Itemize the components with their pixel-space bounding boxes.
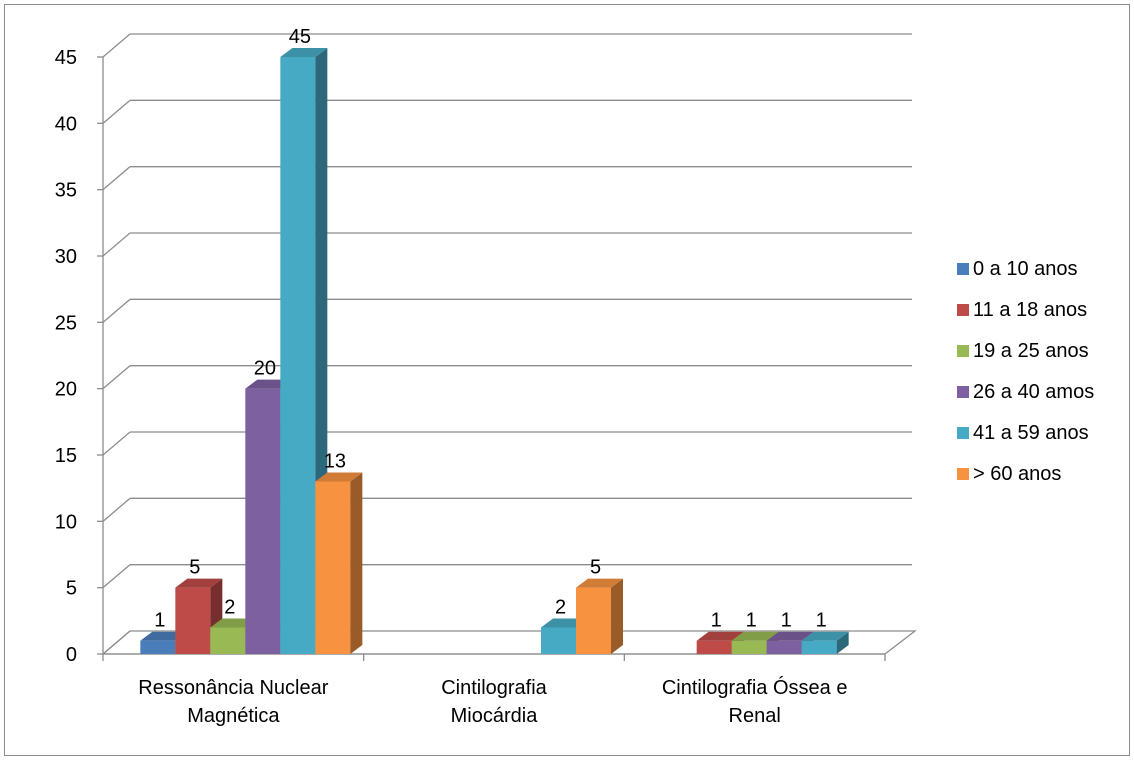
legend-item: 26 a 40 amos [957, 381, 1094, 403]
data-label: 2 [224, 596, 235, 618]
legend-item: 19 a 25 anos [957, 340, 1089, 362]
gridline-side [102, 232, 131, 257]
legend-swatch [957, 345, 969, 357]
bar-top [801, 631, 849, 641]
gridline-side [102, 298, 131, 323]
legend-swatch [957, 468, 969, 480]
data-label: 1 [711, 610, 722, 632]
gridline-side [102, 497, 131, 522]
data-label: 5 [590, 557, 601, 579]
x-category-label-line: Renal [729, 705, 781, 727]
legend-item: 11 a 18 anos [957, 299, 1087, 321]
gridline-side [102, 431, 131, 456]
legend-label: 19 a 25 anos [973, 340, 1089, 362]
gridline-side [102, 564, 131, 589]
legend-label: > 60 anos [973, 463, 1061, 485]
bar-front [766, 640, 802, 654]
bar-top [766, 631, 814, 641]
bar [801, 631, 849, 654]
legend-swatch [957, 427, 969, 439]
bar-front [315, 481, 351, 654]
bar-front [245, 388, 281, 654]
y-tick-label: 30 [55, 246, 77, 268]
y-tick-label: 20 [55, 379, 77, 401]
gridline-side [102, 166, 131, 191]
bar-top [280, 48, 328, 57]
bar-front [175, 587, 211, 654]
gridline-side [102, 365, 131, 390]
bar-front [731, 640, 767, 654]
data-label: 1 [781, 610, 792, 632]
legend-item: 0 a 10 anos [957, 258, 1078, 280]
y-tick-label: 15 [55, 445, 77, 467]
legend-label: 26 a 40 amos [973, 381, 1094, 403]
chart-frame [4, 4, 1130, 756]
chart-walls [101, 33, 917, 655]
bar-top [315, 472, 363, 482]
gridline-side [102, 33, 131, 58]
bar [731, 631, 779, 654]
bar-front [696, 640, 732, 654]
legend-swatch [957, 304, 969, 316]
bar-side [836, 631, 849, 654]
legend: 0 a 10 anos 11 a 18 anos 19 a 25 anos 26 a … [957, 258, 1094, 485]
bar-top [175, 578, 223, 588]
y-tick-label: 35 [55, 180, 77, 202]
y-tick-label: 0 [66, 644, 77, 666]
bar [315, 472, 363, 654]
bar-top [696, 631, 744, 641]
x-category-label-line: Magnética [187, 705, 280, 727]
data-label: 1 [154, 610, 165, 632]
x-category-label-line: Cintilografia [441, 677, 547, 699]
legend-item: > 60 anos [957, 463, 1061, 485]
bar-front [541, 627, 576, 654]
data-label: 2 [555, 596, 566, 618]
data-label: 45 [289, 26, 311, 48]
bar-side [350, 472, 363, 654]
bar-top [731, 631, 779, 641]
bar-side [611, 578, 623, 654]
bar [576, 578, 623, 654]
data-label: 13 [324, 451, 346, 473]
x-category-label: Cintilografia Miocárdia [441, 677, 547, 727]
bars [140, 48, 849, 654]
bar-front [801, 640, 837, 654]
bar-front [280, 57, 316, 654]
data-label: 1 [746, 610, 757, 632]
legend-label: 0 a 10 anos [973, 258, 1078, 280]
legend-item: 41 a 59 anos [957, 422, 1089, 444]
y-tick-label: 25 [55, 312, 77, 334]
data-labels: 1 5 2 20 45 13 2 5 1 1 1 1 [154, 26, 826, 632]
bar-top [576, 578, 623, 588]
x-category-label: Cintilografia Óssea e Renal [662, 676, 848, 727]
bar [175, 578, 223, 654]
x-category-label-line: Cintilografia Óssea e [662, 676, 848, 699]
bar-front [576, 587, 611, 654]
x-category-label-line: Miocárdia [451, 705, 539, 727]
bar-front [210, 627, 246, 654]
y-tick-label: 5 [66, 578, 77, 600]
y-axis: 0 5 10 15 20 25 30 35 40 45 [55, 47, 104, 666]
x-axis: Ressonância Nuclear Magnética Cintilografi… [102, 653, 886, 727]
x-category-label-line: Ressonância Nuclear [138, 677, 328, 699]
legend-swatch [957, 263, 969, 275]
legend-label: 11 a 18 anos [973, 299, 1087, 321]
data-label: 20 [254, 358, 276, 380]
y-tick-label: 10 [55, 511, 77, 533]
legend-swatch [957, 386, 969, 398]
y-tick-label: 40 [55, 113, 77, 135]
data-label: 1 [816, 610, 827, 632]
y-tick-label: 45 [55, 47, 77, 69]
gridline-side [102, 99, 131, 124]
bar-front [140, 640, 176, 654]
data-label: 5 [189, 557, 200, 579]
x-category-label: Ressonância Nuclear Magnética [138, 677, 328, 727]
legend-label: 41 a 59 anos [973, 422, 1089, 444]
